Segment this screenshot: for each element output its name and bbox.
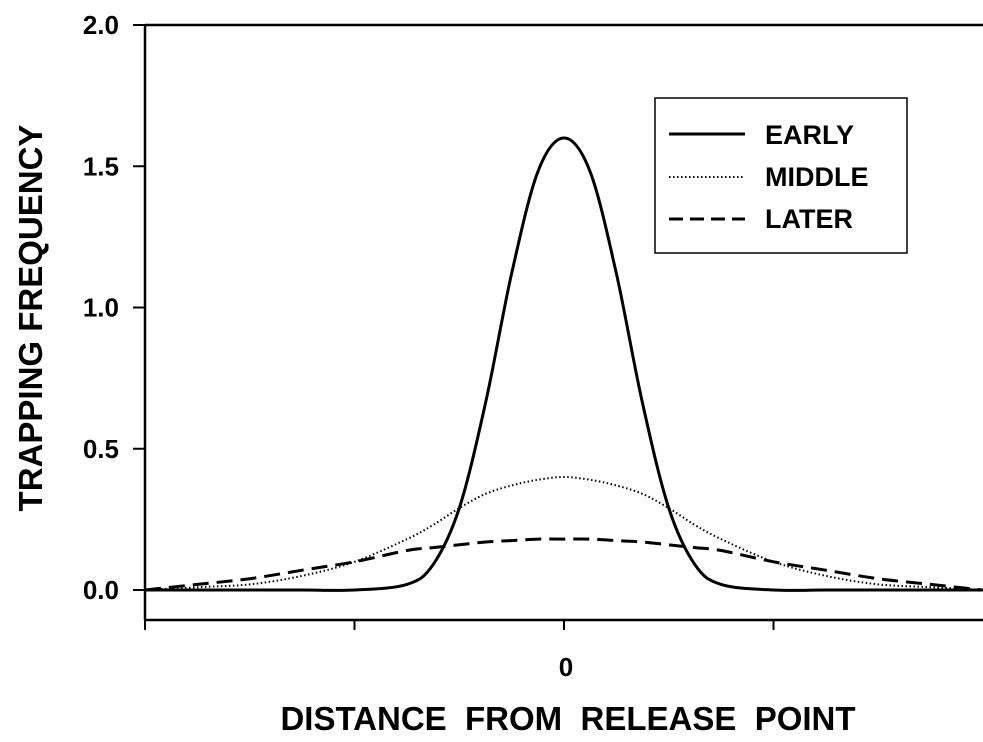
series-line-early bbox=[145, 136, 983, 592]
y-tick-label: 2.0 bbox=[83, 10, 119, 40]
y-tick-label: 0.0 bbox=[83, 575, 119, 605]
legend: EARLY MIDDLE LATER bbox=[654, 97, 908, 254]
legend-label-later: LATER bbox=[765, 204, 853, 234]
x-axis-title: DISTANCE FROM RELEASE POINT bbox=[280, 700, 855, 737]
y-axis-title: TRAPPING FREQUENCY bbox=[12, 125, 49, 512]
legend-label-early: EARLY bbox=[765, 120, 854, 150]
y-tick-label: 1.0 bbox=[83, 293, 119, 323]
legend-label-middle: MIDDLE bbox=[765, 162, 869, 192]
y-axis-ticks: 0.0 0.5 1.0 1.5 2.0 bbox=[83, 10, 145, 605]
series-line-later bbox=[144, 537, 983, 592]
series-lines bbox=[144, 136, 983, 592]
series-line-middle bbox=[144, 476, 983, 591]
x-axis-ticks: 0 bbox=[144, 620, 775, 682]
y-tick-label: 1.5 bbox=[83, 151, 119, 181]
legend-box bbox=[654, 97, 908, 254]
x-tick-label: 0 bbox=[559, 652, 573, 682]
y-tick-label: 0.5 bbox=[83, 434, 119, 464]
